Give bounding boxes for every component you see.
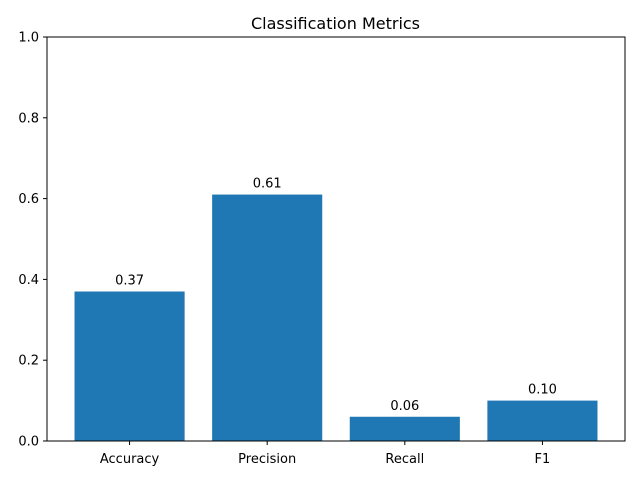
x-tick-label-recall: Recall (385, 452, 424, 467)
y-tick-label: 0.4 (18, 273, 39, 288)
data-label-precision: 0.61 (253, 177, 282, 192)
y-tick-label: 0.6 (18, 192, 39, 207)
bar-accuracy (74, 291, 185, 441)
plot-frame (46, 36, 626, 442)
y-tick-label: 1.0 (18, 31, 39, 46)
data-label-recall: 0.06 (390, 399, 419, 414)
bar-recall (349, 416, 460, 441)
data-label-f1: 0.10 (528, 383, 557, 398)
x-tick-label-accuracy: Accuracy (100, 452, 160, 467)
x-tick-label-f1: F1 (535, 452, 551, 467)
y-tick-label: 0.8 (18, 111, 39, 126)
chart-title: Classification Metrics (251, 14, 420, 33)
y-tick-label: 0.0 (18, 435, 39, 450)
data-label-accuracy: 0.37 (115, 274, 144, 289)
bars-layer: 0.37 0.61 0.06 0.10 (74, 177, 598, 441)
bar-f1 (487, 400, 598, 441)
x-tick-label-precision: Precision (238, 452, 296, 467)
bar-precision (212, 194, 323, 441)
axes-layer: Accuracy Precision Recall F1 0.0 0.2 0.4 0.6 0.8… (18, 31, 626, 467)
y-tick-label: 0.2 (18, 354, 39, 369)
